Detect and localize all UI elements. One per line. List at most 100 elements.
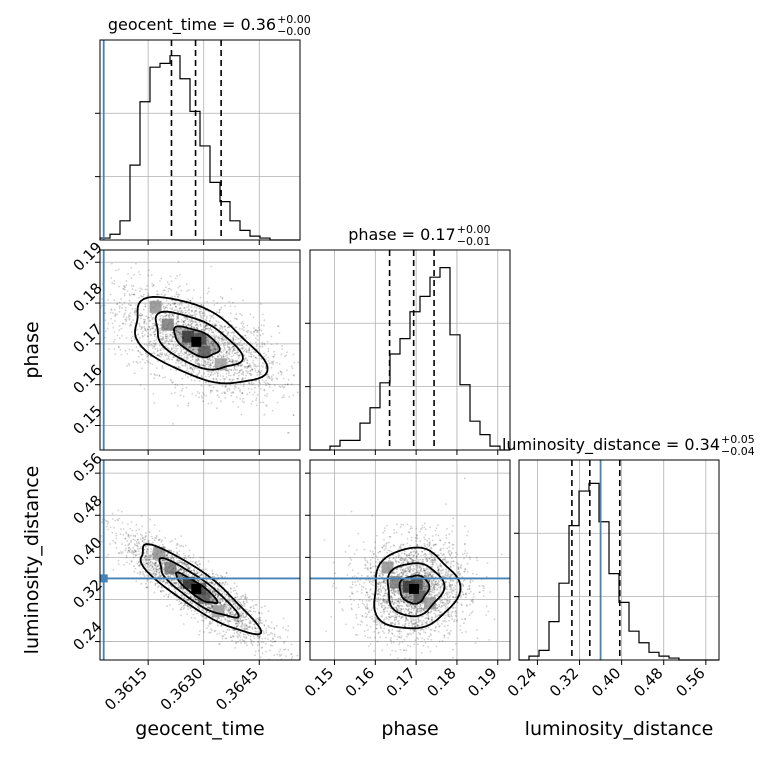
sample-point [259, 329, 261, 331]
sample-point [257, 637, 259, 640]
sample-point [227, 621, 229, 623]
sample-point [114, 542, 117, 545]
sample-point [89, 278, 91, 280]
sample-point [149, 564, 152, 566]
sample-point [187, 323, 190, 326]
sample-point [198, 359, 201, 361]
sample-point [162, 348, 165, 351]
sample-point [137, 350, 140, 352]
panel-title-luminosity_distance: luminosity_distance = 0.34 [502, 435, 720, 455]
sample-point [243, 401, 246, 404]
sample-point [149, 581, 152, 584]
sample-point [126, 290, 129, 292]
sample-point [241, 348, 244, 350]
sample-point [211, 355, 214, 358]
sample-point [106, 327, 109, 330]
sample-point [424, 587, 427, 590]
sample-point [153, 564, 156, 566]
sample-point [182, 320, 185, 323]
sample-point [225, 609, 228, 611]
sample-point [224, 385, 227, 388]
sample-point [229, 620, 232, 623]
sample-point [202, 400, 204, 403]
sample-point [169, 275, 172, 278]
sample-point [157, 575, 160, 578]
sample-point [255, 618, 257, 621]
sample-point [231, 613, 234, 615]
sample-point [234, 305, 236, 308]
sample-point [206, 327, 209, 330]
sample-point [228, 620, 231, 623]
sample-point [186, 343, 189, 345]
sample-point [153, 591, 156, 594]
sample-point [212, 590, 215, 593]
sample-point [212, 360, 215, 362]
panel-background [100, 460, 300, 660]
sample-point [174, 302, 177, 305]
sample-point [252, 355, 255, 357]
sample-point [160, 585, 163, 588]
sample-point [172, 335, 175, 338]
sample-point [174, 302, 176, 305]
sample-point [235, 326, 238, 329]
sample-point [235, 317, 238, 320]
sample-point [177, 314, 180, 317]
sample-point [267, 638, 269, 640]
sample-point [206, 579, 208, 582]
sample-point [174, 581, 177, 584]
sample-point [200, 310, 203, 313]
sample-point [177, 293, 180, 296]
sample-point [139, 287, 142, 290]
sample-point [285, 655, 287, 657]
sample-point [146, 550, 148, 553]
sample-point [231, 362, 234, 364]
sample-point [166, 553, 169, 556]
sample-point [139, 314, 141, 317]
sample-point [134, 338, 136, 341]
sample-point [242, 329, 245, 332]
sample-point [166, 335, 169, 337]
sample-point [162, 377, 165, 379]
sample-point [187, 305, 190, 308]
sample-point [251, 628, 254, 630]
sample-point [213, 344, 215, 347]
sample-point [209, 317, 212, 320]
sample-point [133, 549, 136, 552]
sample-point [164, 335, 167, 338]
sample-point [217, 336, 220, 338]
sample-point [174, 305, 177, 308]
sample-point [151, 564, 153, 567]
sample-point [227, 607, 230, 609]
sample-point [209, 606, 212, 609]
sample-point [226, 388, 229, 391]
sample-point [125, 316, 128, 319]
sample-point [278, 332, 281, 334]
sample-point [169, 575, 172, 578]
sample-point [218, 336, 221, 339]
sample-point [241, 328, 244, 330]
sample-point [152, 562, 155, 565]
sample-point [231, 611, 234, 614]
sample-point [122, 287, 124, 290]
sample-point [200, 581, 203, 583]
sample-point [233, 348, 235, 350]
sample-point [197, 358, 199, 360]
sample-point [142, 330, 144, 333]
sample-point [220, 582, 223, 584]
sample-point [141, 288, 143, 291]
title-minus-error: −0.00 [277, 25, 311, 38]
sample-point [249, 372, 252, 375]
sample-point [184, 364, 187, 367]
sample-point [214, 336, 217, 338]
sample-point [215, 335, 218, 337]
sample-point [151, 566, 154, 568]
sample-point [149, 556, 152, 558]
sample-point [175, 329, 178, 332]
sample-point [153, 562, 156, 565]
sample-point [175, 318, 178, 321]
sample-point [254, 654, 256, 657]
sample-point [235, 622, 238, 625]
sample-point [177, 324, 180, 326]
sample-point [154, 568, 157, 571]
sample-point [155, 570, 158, 572]
